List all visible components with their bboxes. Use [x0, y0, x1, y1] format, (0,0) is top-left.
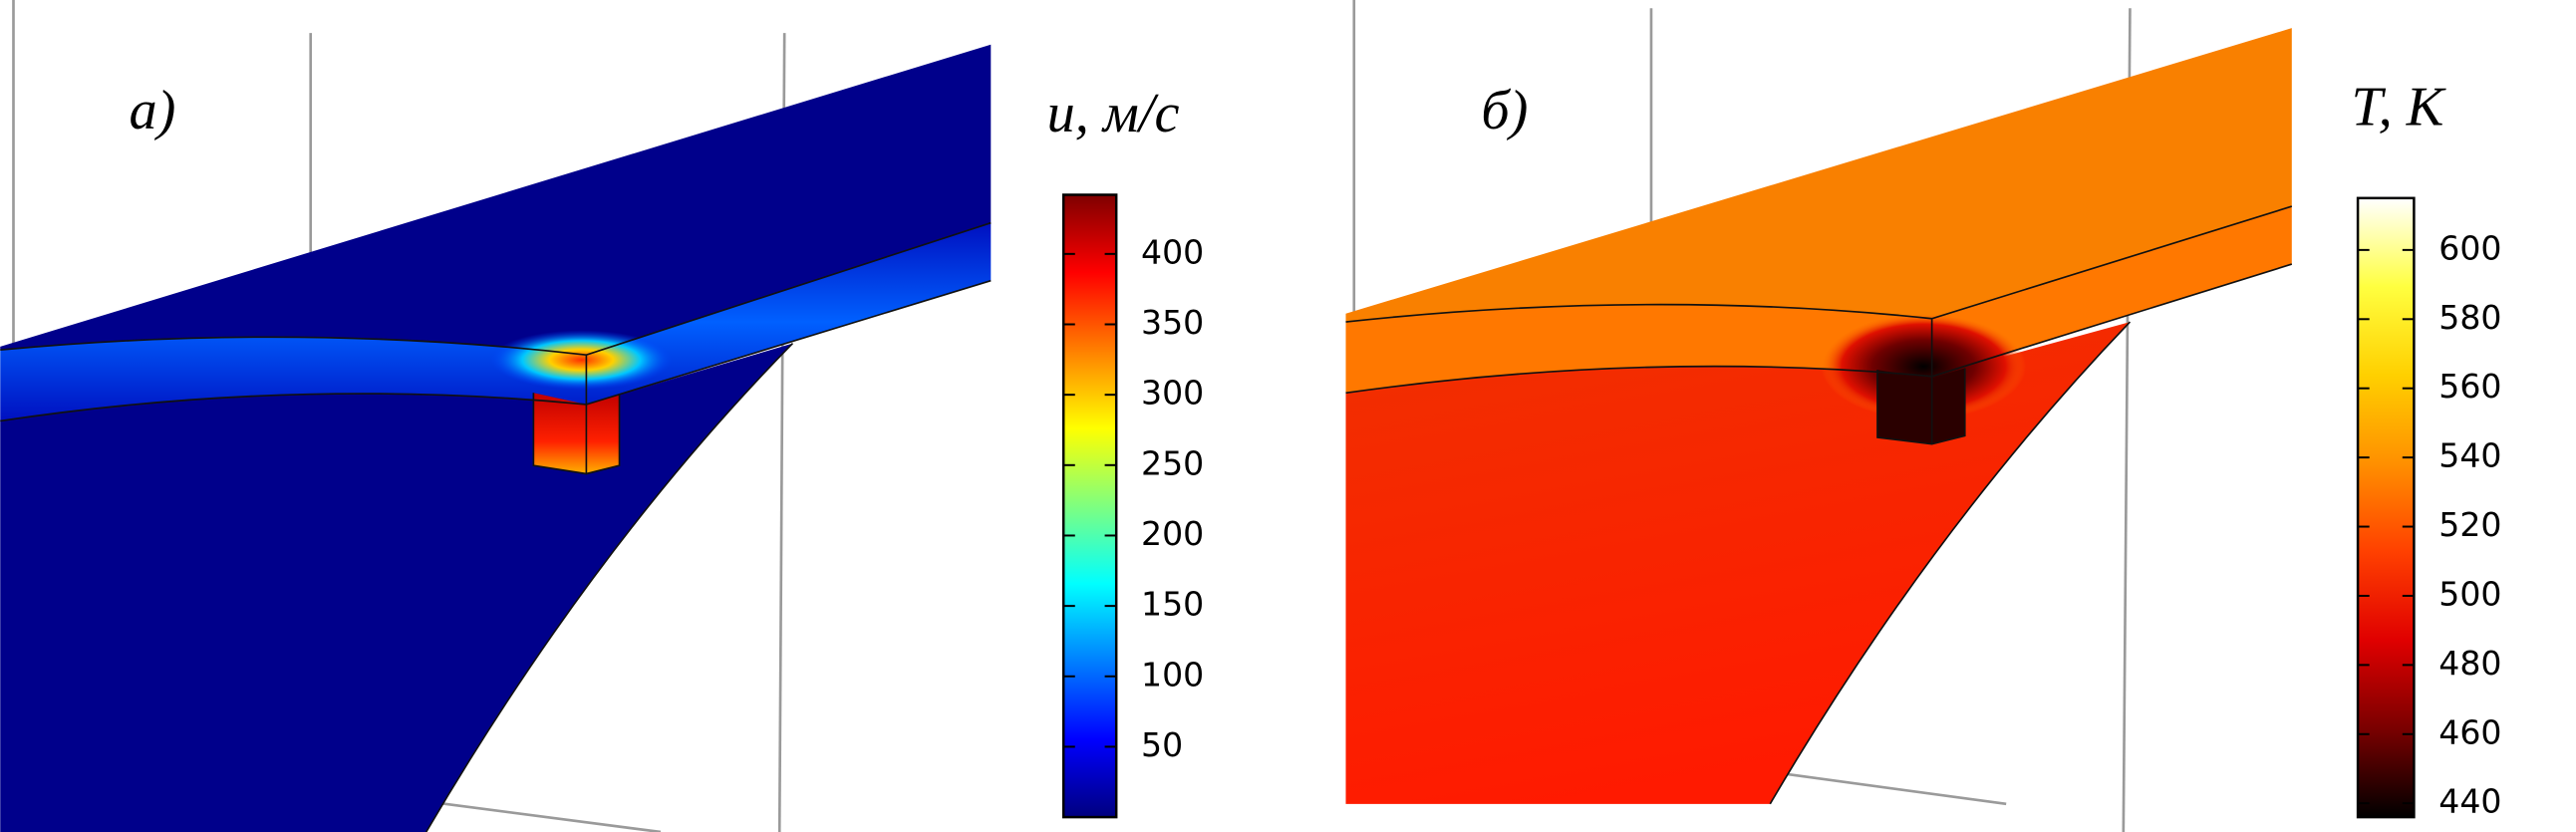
tick-label: 400: [1141, 232, 1204, 271]
tick-label: 200: [1141, 514, 1204, 553]
tick-label: 600: [2438, 228, 2501, 267]
panel-label: а): [129, 80, 175, 141]
panel-label: б): [1481, 80, 1528, 141]
tick-label: 250: [1141, 443, 1204, 482]
colorbar-title: T, K: [2351, 77, 2445, 139]
colorbar-title: u, м/с: [1047, 83, 1180, 144]
colorbar: [1061, 193, 1118, 819]
tick-label: 100: [1141, 655, 1204, 693]
scene-temperature: [1345, 28, 2293, 805]
tick-label: 560: [2438, 367, 2501, 406]
tick-label: 580: [2438, 298, 2501, 337]
scene-velocity: [0, 44, 992, 832]
tick-label: 540: [2438, 436, 2501, 475]
tick-label: 480: [2438, 644, 2501, 683]
tick-label: 300: [1141, 374, 1204, 413]
colorbar: [2356, 196, 2416, 819]
tick-label: 500: [2438, 574, 2501, 613]
tick-label: 460: [2438, 712, 2501, 751]
tick-label: 50: [1141, 725, 1183, 764]
tick-label: 150: [1141, 585, 1204, 624]
tick-label: 350: [1141, 303, 1204, 342]
tick-label: 520: [2438, 505, 2501, 544]
tick-label: 440: [2438, 782, 2501, 821]
